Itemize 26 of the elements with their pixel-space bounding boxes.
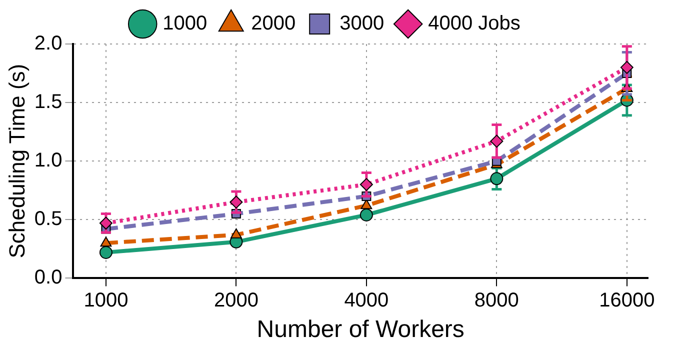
- point: [360, 208, 373, 222]
- y-tick-label: 0.5: [34, 208, 62, 230]
- y-axis-title: Scheduling Time (s): [4, 64, 30, 258]
- legend-label: 1000: [162, 12, 208, 35]
- point: [360, 178, 373, 192]
- point: [99, 246, 112, 259]
- x-tick-label: 4000: [344, 290, 389, 312]
- legend-label: 4000 Jobs: [428, 12, 520, 35]
- x-axis-title: Number of Workers: [256, 316, 464, 344]
- point: [490, 172, 504, 186]
- point: [490, 134, 504, 148]
- point: [99, 216, 112, 230]
- y-tick-label: 2.0: [34, 32, 62, 55]
- point: [100, 236, 112, 247]
- x-tick-label: 8000: [474, 290, 519, 312]
- legend-label: 2000: [251, 12, 296, 35]
- y-tick-label: 1.0: [34, 150, 62, 172]
- y-tick-label: 1.5: [34, 91, 62, 114]
- legend-label: 3000: [340, 12, 384, 35]
- point: [230, 196, 243, 209]
- x-tick-label: 2000: [214, 290, 258, 312]
- x-tick-label: 16000: [599, 290, 655, 312]
- x-tick-label: 1000: [84, 290, 128, 312]
- y-tick-label: 0.0: [34, 266, 62, 289]
- point: [230, 228, 242, 238]
- point: [620, 60, 634, 74]
